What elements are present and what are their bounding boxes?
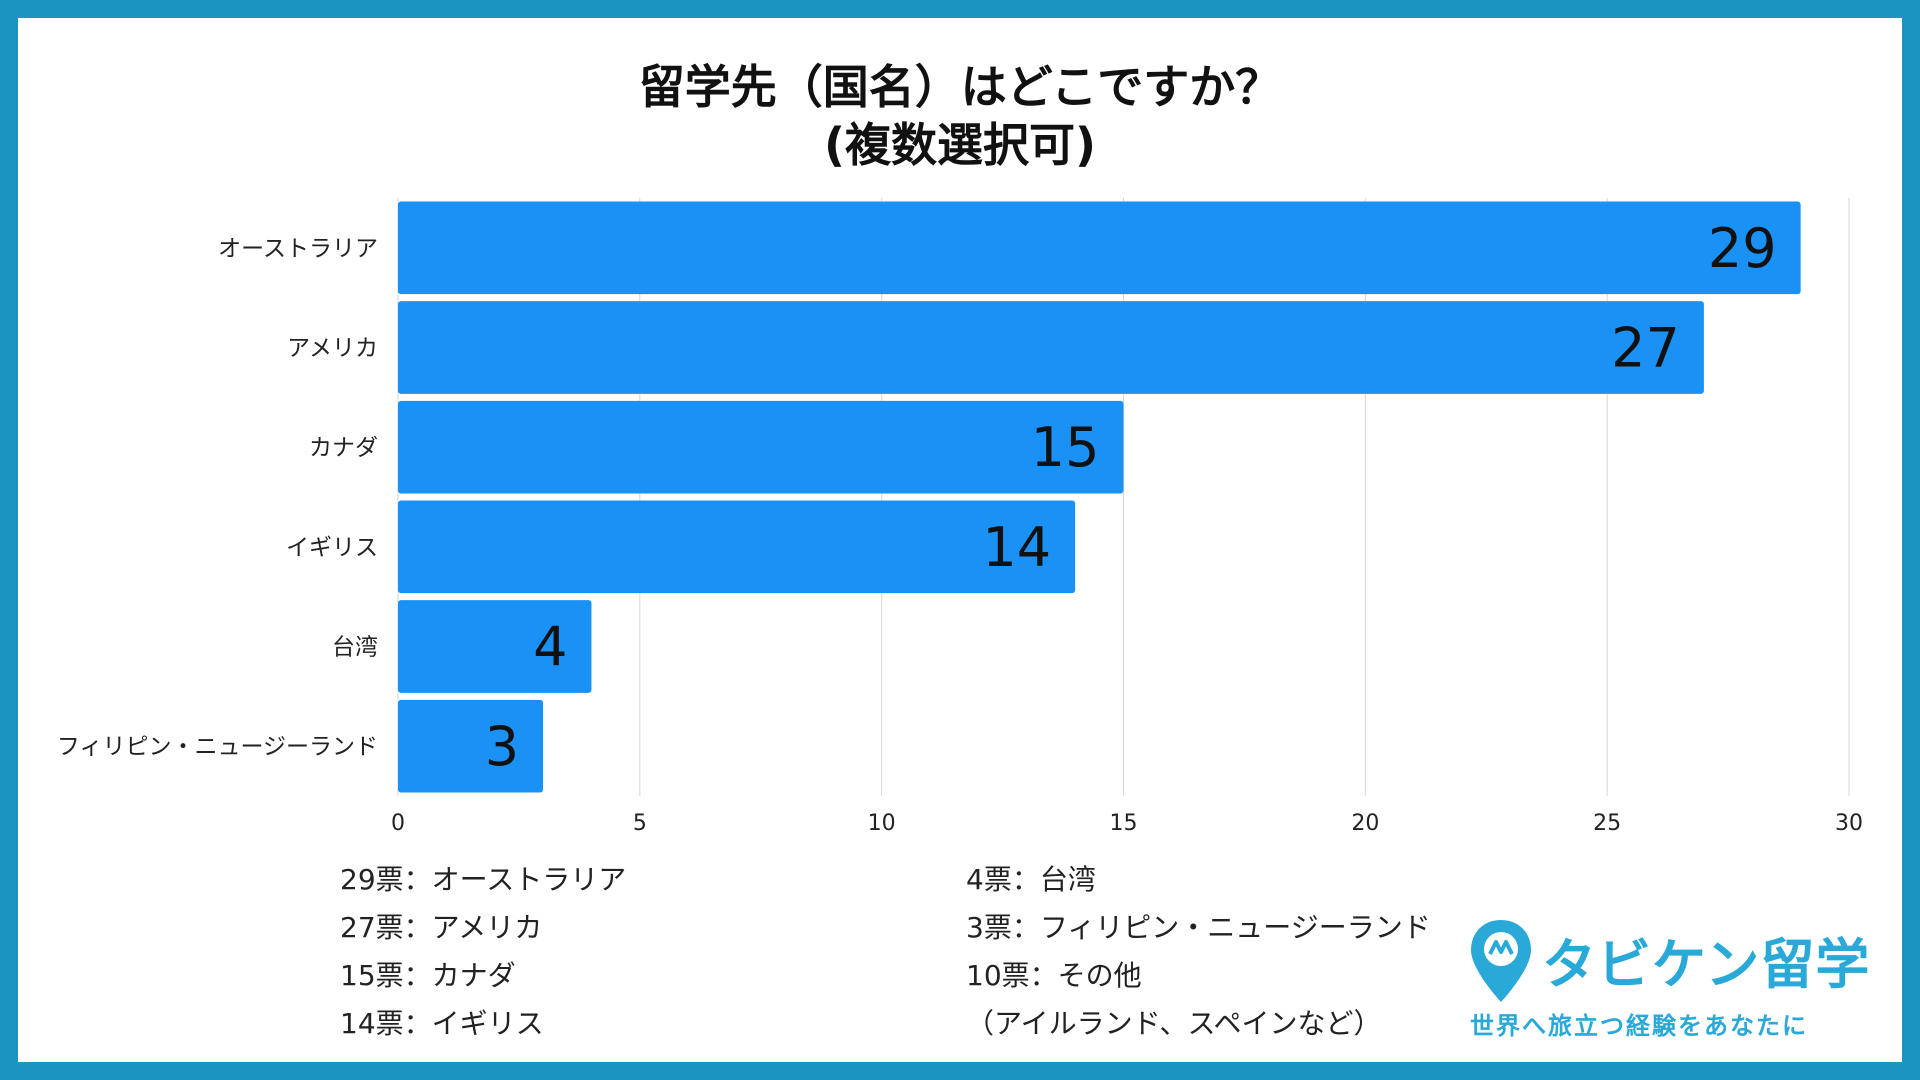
chart-subtitle: (複数選択可) [823, 118, 1097, 172]
bar [398, 600, 592, 693]
category-label: カナダ [309, 435, 378, 461]
x-tick-label: 5 [633, 811, 647, 836]
x-tick-label: 25 [1593, 811, 1621, 836]
x-tick-label: 0 [391, 811, 405, 836]
brand-tagline: 世界へ旅立つ経験をあなたに [1470, 1012, 1808, 1040]
category-label: フィリピン・ニュージーランド [57, 734, 378, 760]
bar [398, 500, 1076, 594]
summary-line: 14票：イギリス [340, 1007, 544, 1040]
value-label: 15 [1031, 416, 1100, 479]
category-label: アメリカ [287, 336, 378, 362]
bar [398, 301, 1704, 394]
bar [398, 201, 1801, 295]
category-label: 台湾 [332, 635, 378, 661]
x-tick-label: 30 [1835, 811, 1863, 836]
brand-logo: タビケン留学 世界へ旅立つ経験をあなたに [1468, 918, 1878, 1058]
summary-line: 10票：その他 [966, 959, 1142, 992]
summary-line: 29票：オーストラリア [340, 863, 627, 896]
summary-line: 3票：フィリピン・ニュージーランド [966, 911, 1431, 944]
bar-chart: 0 5 10 15 20 25 30 オーストラリア 29 アメリカ 27 カナダ 15 イギリス 14 台湾… [57, 198, 1863, 836]
value-label: 3 [485, 715, 519, 778]
x-tick-label: 15 [1110, 811, 1138, 836]
summary-line: （アイルランド、スペインなど） [966, 1007, 1382, 1040]
x-tick-label: 10 [868, 811, 896, 836]
value-label: 4 [533, 616, 567, 679]
summary-line: 15票：カナダ [340, 959, 516, 992]
bar [398, 400, 1124, 494]
x-tick-label: 20 [1351, 811, 1379, 836]
chart-card: 留学先（国名）はどこですか？ (複数選択可) 0 5 10 15 20 25 30 オーストラ… [18, 18, 1902, 1062]
value-label: 14 [982, 516, 1051, 579]
chart-title-block: 留学先（国名）はどこですか？ (複数選択可) [18, 58, 1902, 174]
value-label: 27 [1611, 317, 1680, 380]
category-label: オーストラリア [218, 236, 378, 262]
value-label: 29 [1708, 217, 1777, 280]
summary-line: 27票：アメリカ [340, 911, 543, 944]
category-label: イギリス [286, 535, 378, 561]
summary-line: 4票：台湾 [966, 863, 1096, 896]
brand-name: タビケン留学 [1542, 933, 1871, 996]
chart-title: 留学先（国名）はどこですか？ [638, 60, 1282, 114]
map-pin-icon [1471, 920, 1531, 1002]
bar [398, 699, 544, 793]
